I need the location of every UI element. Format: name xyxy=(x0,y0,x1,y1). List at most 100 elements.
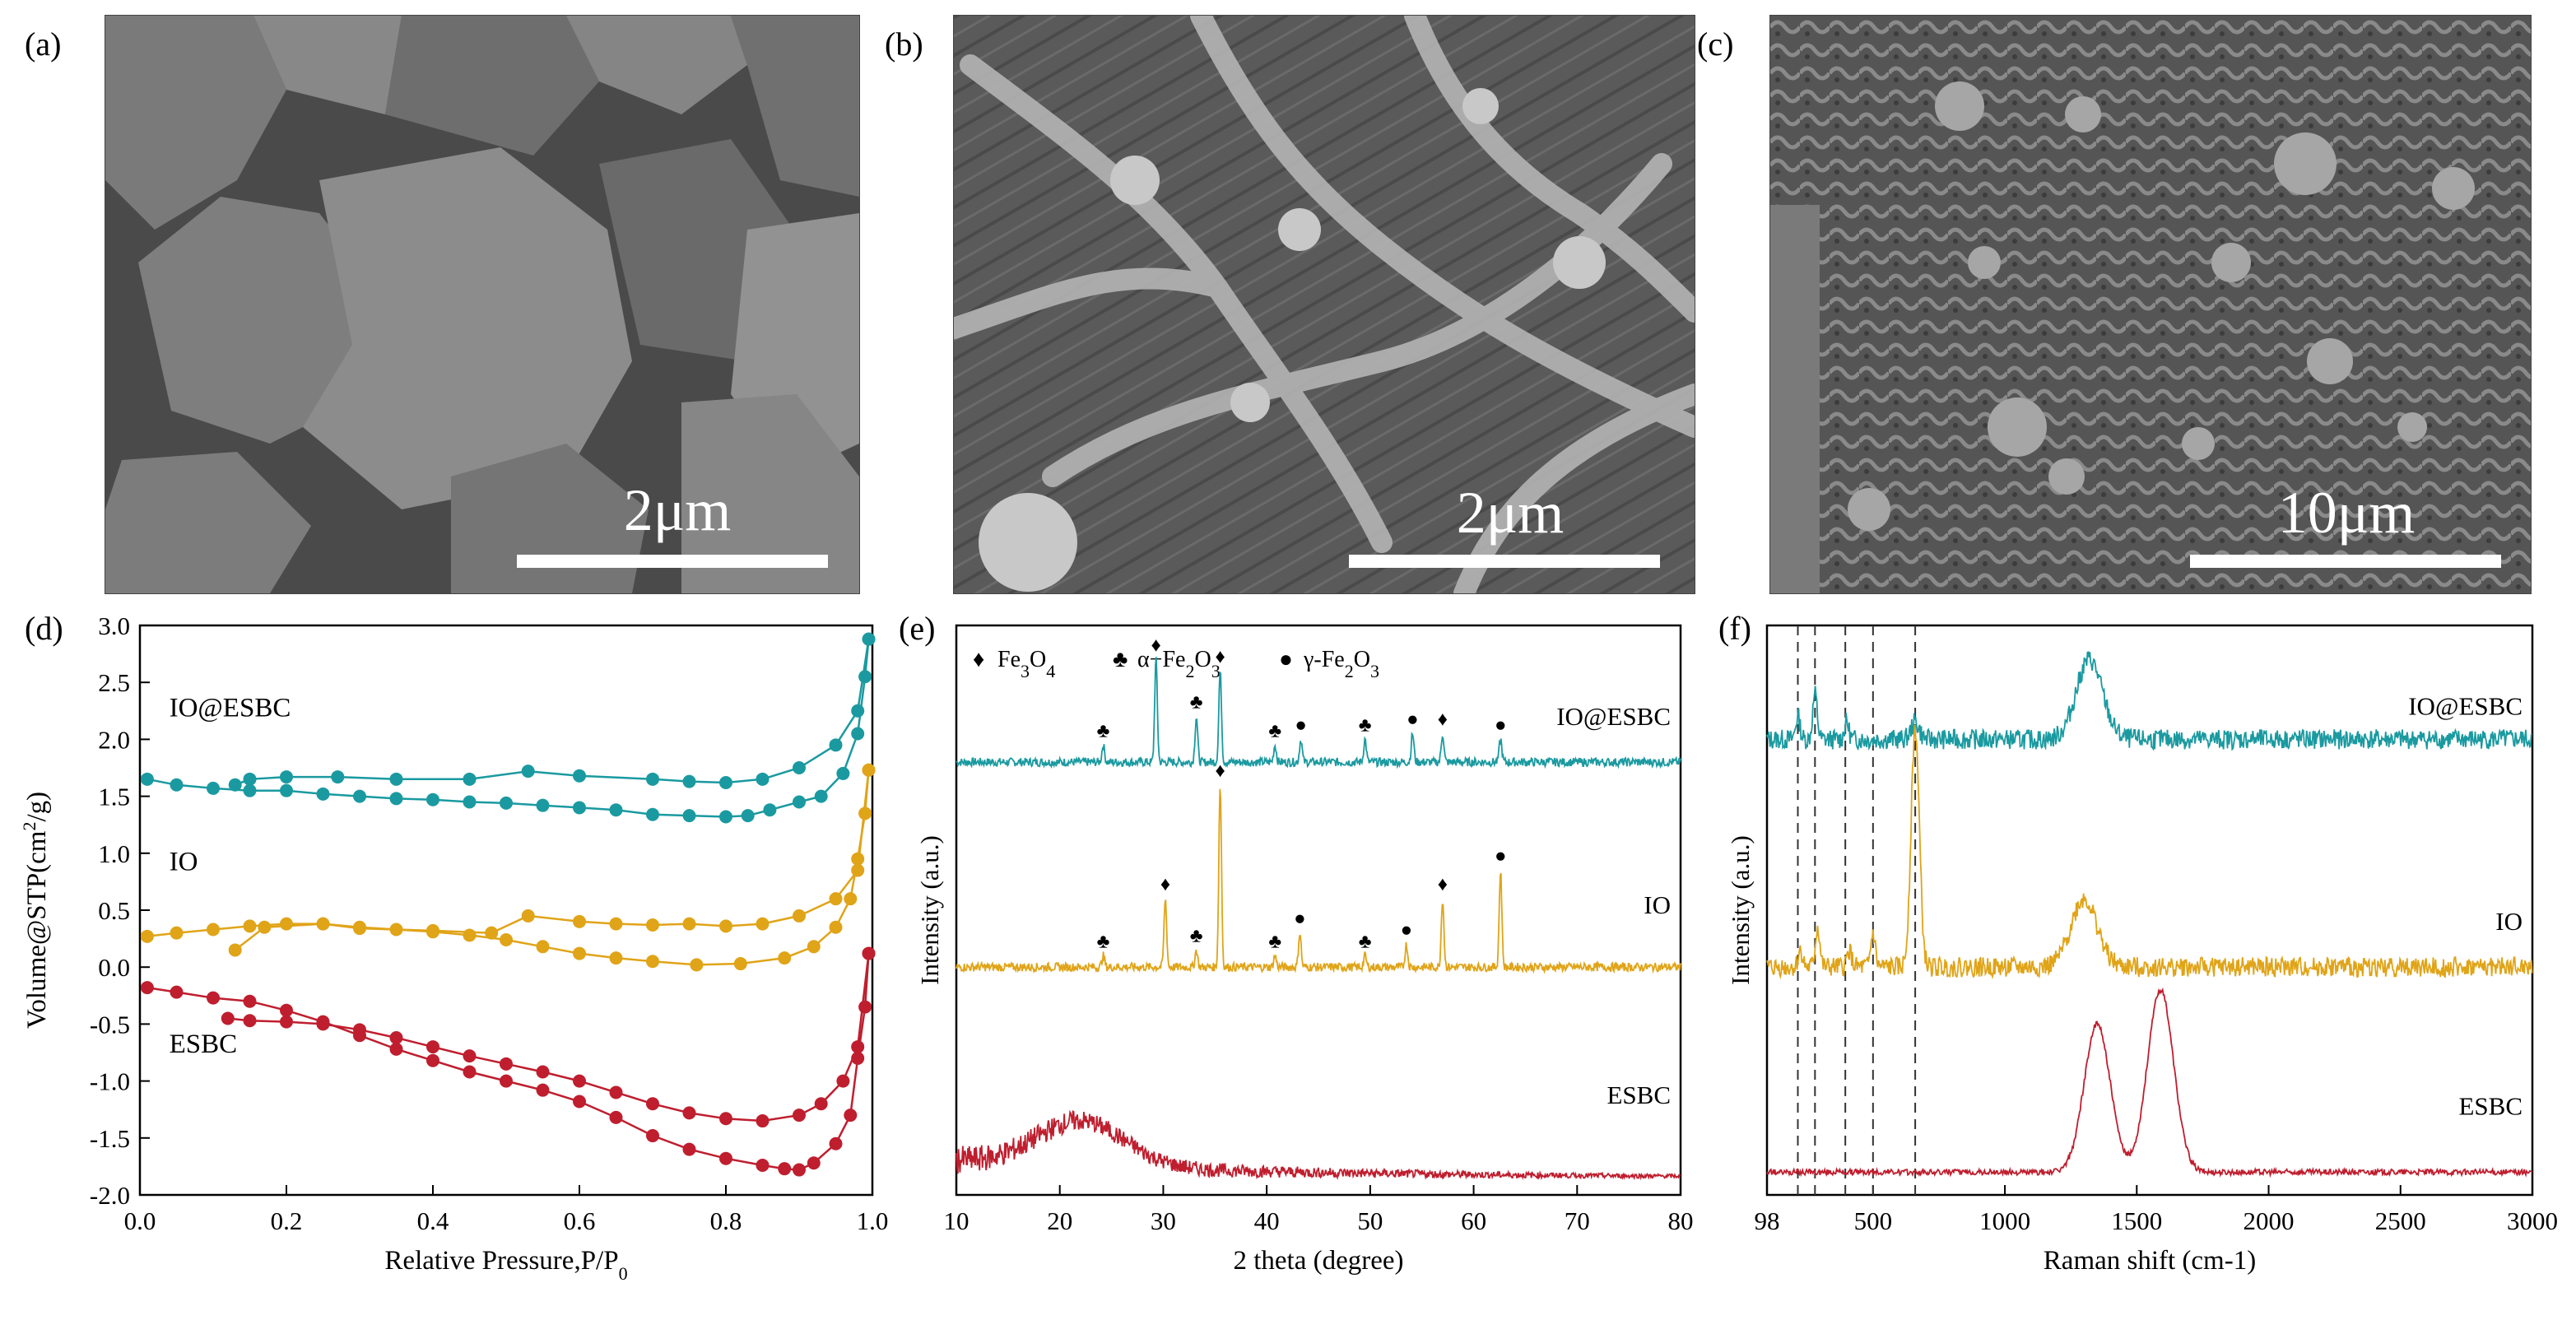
data-point-IO@ESBC xyxy=(851,704,865,718)
data-point-IO xyxy=(690,958,704,972)
y-tick-label-d: 1.5 xyxy=(98,783,130,811)
data-point-ESBC xyxy=(858,1000,872,1014)
data-point-IO@ESBC xyxy=(389,792,403,806)
data-point-IO@ESBC xyxy=(243,783,257,797)
legend-entry-e: γ-Fe2O3 xyxy=(1303,647,1379,681)
series-label-f-IO@ESBC: IO@ESBC xyxy=(2408,691,2523,720)
y-tick-label-d: 1.0 xyxy=(98,839,130,868)
data-point-IO@ESBC xyxy=(280,783,293,797)
x-tick-label-f: 98 xyxy=(1755,1206,1780,1235)
data-point-ESBC xyxy=(778,1162,792,1176)
data-point-IO xyxy=(646,955,659,969)
data-point-IO@ESBC xyxy=(140,772,154,786)
series-label-e-ESBC: ESBC xyxy=(1607,1081,1671,1109)
data-point-IO@ESBC xyxy=(389,772,403,786)
data-point-IO xyxy=(829,920,843,934)
y-tick-label-d: -2.0 xyxy=(90,1181,130,1210)
x-tick-label-e: 10 xyxy=(944,1206,969,1235)
data-point-IO@ESBC xyxy=(763,803,777,817)
data-point-ESBC xyxy=(646,1097,659,1111)
legend-entry-e: Fe3O4 xyxy=(997,647,1055,681)
series-label-ESBC: ESBC xyxy=(170,1030,238,1059)
svg-text:2μm: 2μm xyxy=(1457,480,1565,546)
y-tick-label-d: 0.0 xyxy=(98,953,130,982)
data-point-IO xyxy=(719,919,732,933)
series-line-e-IO@ESBC xyxy=(956,657,1681,769)
data-point-IO xyxy=(609,951,623,965)
series-line-IO-desorption xyxy=(234,769,870,951)
data-point-ESBC xyxy=(756,1114,770,1128)
data-point-ESBC xyxy=(500,1074,513,1088)
series-label-e-IO@ESBC: IO@ESBC xyxy=(1556,702,1671,731)
data-point-IO xyxy=(485,926,499,940)
data-point-ESBC xyxy=(389,1042,403,1056)
series-label-IO@ESBC: IO@ESBC xyxy=(170,694,291,723)
sem-image-a: 2μm xyxy=(105,15,860,594)
scale-bar-c: 10μm xyxy=(2190,480,2501,568)
data-point-IO xyxy=(426,923,439,937)
peak-marker-e: ● xyxy=(1495,846,1507,867)
peak-marker-e: ● xyxy=(1407,709,1419,730)
data-point-ESBC xyxy=(573,1095,586,1109)
data-point-IO xyxy=(258,920,272,934)
data-point-IO xyxy=(140,929,154,943)
peak-marker-e: ♣ xyxy=(1268,931,1281,952)
data-point-IO@ESBC xyxy=(814,789,828,803)
y-tick-label-d: 3.0 xyxy=(98,611,130,640)
x-tick-label-e: 70 xyxy=(1565,1206,1590,1235)
x-tick-label-f: 3000 xyxy=(2507,1206,2558,1235)
data-point-IO xyxy=(682,917,696,931)
panel-label-f: (f) xyxy=(1718,610,1751,647)
data-point-ESBC xyxy=(862,946,876,960)
data-point-ESBC xyxy=(426,1040,439,1054)
data-point-ESBC xyxy=(829,1136,843,1150)
data-point-ESBC xyxy=(243,1014,257,1028)
series-line-f-IO xyxy=(1766,724,2533,980)
data-point-ESBC xyxy=(280,1015,293,1029)
x-axis-label-e: 2 theta (degree) xyxy=(1233,1246,1403,1276)
y-tick-label-d: 2.5 xyxy=(98,668,130,697)
data-point-ESBC xyxy=(609,1110,623,1124)
data-point-ESBC xyxy=(316,1017,330,1031)
data-point-IO@ESBC xyxy=(646,807,659,821)
x-tick-label-e: 30 xyxy=(1151,1206,1176,1235)
data-point-IO xyxy=(573,914,586,928)
peak-marker-e: ♣ xyxy=(1097,931,1110,952)
peak-marker-e: ● xyxy=(1495,714,1507,736)
data-point-ESBC xyxy=(836,1074,850,1088)
data-point-IO@ESBC xyxy=(243,772,257,786)
data-point-IO@ESBC xyxy=(719,810,732,824)
data-point-ESBC xyxy=(719,1151,732,1165)
data-point-ESBC xyxy=(463,1049,477,1063)
data-point-ESBC xyxy=(536,1083,550,1097)
data-point-ESBC xyxy=(682,1142,696,1156)
x-tick-label-d: 1.0 xyxy=(857,1206,889,1235)
data-point-ESBC xyxy=(140,981,154,995)
peak-marker-e: ♣ xyxy=(1097,720,1110,741)
panel-label-a: (a) xyxy=(25,26,62,63)
chart-f-raman: 98 500 1000 1500 2000 2500 3000 Raman shift (cm… xyxy=(1726,624,2558,1276)
legend-entry-e: α−Fe2O3 xyxy=(1137,647,1221,681)
series-label-f-IO: IO xyxy=(2495,907,2523,936)
x-axis-label-f: Raman shift (cm-1) xyxy=(2044,1246,2256,1276)
data-point-ESBC xyxy=(243,994,257,1008)
data-point-IO@ESBC xyxy=(316,787,330,801)
legend-symbol-e: ● xyxy=(1279,647,1293,672)
data-point-IO xyxy=(207,923,220,937)
sem-image-b: 2μm xyxy=(953,15,1695,594)
x-axis-label-d: Relative Pressure,P/P0 xyxy=(384,1246,627,1284)
data-point-IO xyxy=(851,852,865,866)
panel-label-c: (c) xyxy=(1697,26,1734,63)
data-point-IO@ESBC xyxy=(573,769,586,783)
y-tick-label-d: 0.5 xyxy=(98,896,130,925)
peak-marker-e: ♣ xyxy=(1359,714,1372,736)
sem-texture-b xyxy=(954,16,1695,593)
data-point-IO@ESBC xyxy=(682,809,696,823)
data-point-IO xyxy=(500,932,513,946)
series-line-f-IO@ESBC xyxy=(1766,651,2533,751)
data-point-ESBC xyxy=(793,1163,806,1177)
chart-d-isotherm: -2.0 -1.5 -1.0 -0.5 0.0 0.5 1.0 1.5 2.0 2.5 3.0 0.0… xyxy=(19,611,889,1284)
data-point-IO xyxy=(353,922,366,936)
x-tick-label-f: 1500 xyxy=(2111,1206,2162,1235)
data-point-IO@ESBC xyxy=(170,778,184,792)
